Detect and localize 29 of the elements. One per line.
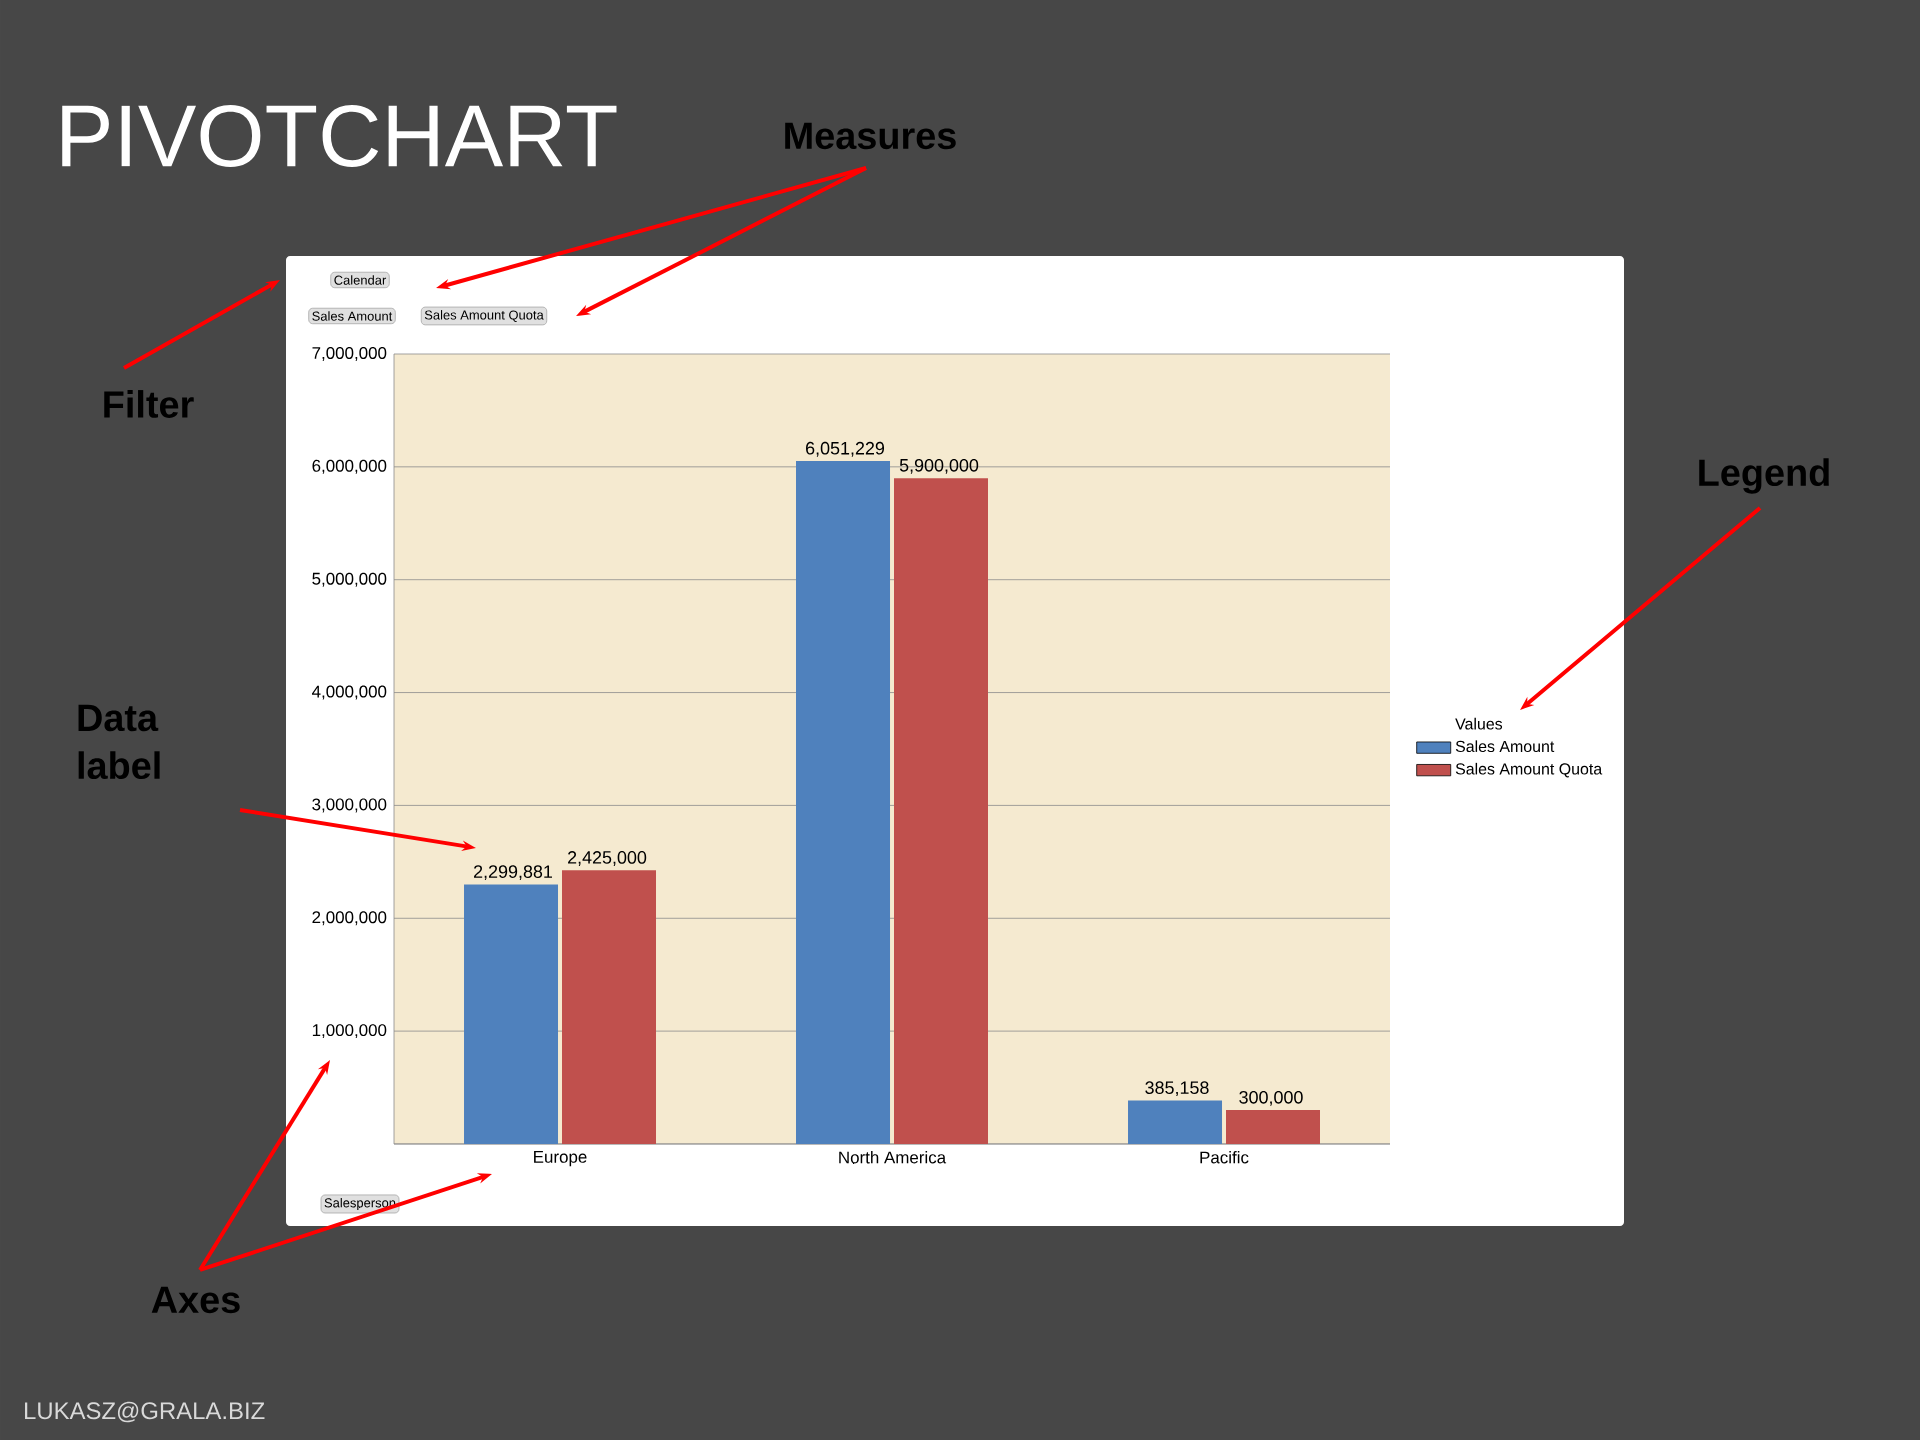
- y-tick-label: 4,000,000: [312, 685, 387, 700]
- data-label: 6,051,229: [806, 441, 885, 457]
- bar: [796, 461, 891, 1144]
- x-tick-label: Europe: [534, 1151, 587, 1167]
- text: Filter: [104, 390, 194, 418]
- text: Data label: [78, 704, 160, 780]
- data-label: 300,000: [1239, 1090, 1303, 1106]
- x-tick-label: Pacific: [1200, 1151, 1249, 1164]
- bar: [562, 870, 656, 1144]
- data-label: 5,900,000: [899, 458, 979, 474]
- bar: [464, 884, 559, 1144]
- text: Measures: [785, 122, 956, 150]
- x-tick-label: North America: [839, 1151, 947, 1164]
- bar: [1226, 1110, 1320, 1144]
- y-tick-label: 7,000,000: [312, 347, 387, 361]
- bar: [894, 478, 988, 1144]
- text: Axes: [151, 1286, 240, 1314]
- y-tick-label: 3,000,000: [312, 798, 387, 813]
- y-tick-label: 2,000,000: [312, 911, 387, 926]
- y-tick-label: 5,000,000: [312, 572, 387, 587]
- data-label: 2,425,000: [568, 851, 647, 866]
- text: LUKASZ@GRALA.BIZ: [25, 1401, 265, 1423]
- data-label: 2,299,881: [474, 865, 553, 881]
- text: Legend: [1699, 458, 1829, 494]
- y-tick-label: 6,000,000: [312, 459, 387, 474]
- data-label: 385,158: [1145, 1081, 1209, 1097]
- y-tick-label: 1,000,000: [312, 1024, 387, 1039]
- bar: [1128, 1100, 1223, 1144]
- chart-title: PIVOTCHART: [62, 104, 617, 167]
